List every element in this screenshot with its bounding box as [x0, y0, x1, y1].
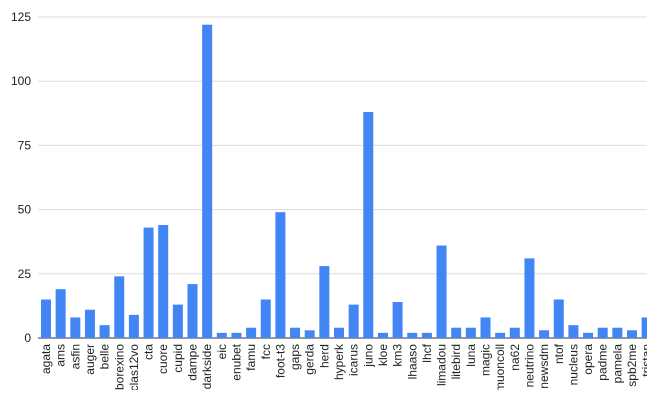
x-tick-label: darkside	[200, 344, 214, 390]
y-axis-ticks: 0 25 50 75 100 125	[11, 10, 31, 345]
bar-gaps	[290, 327, 301, 338]
bar-darkside	[202, 24, 213, 338]
x-tick-label: opera	[581, 344, 595, 375]
x-tick-label: lhcf	[420, 343, 434, 362]
bar-hyperk	[334, 327, 344, 338]
x-tick-label: spb2me	[625, 344, 639, 387]
x-tick-label: gaps	[288, 344, 302, 370]
bar-asfin	[70, 317, 81, 338]
bar-neutrino	[524, 258, 535, 338]
bar-cupid	[172, 304, 183, 338]
x-tick-label: dampe	[186, 344, 200, 381]
x-tick-label: na62	[508, 344, 522, 371]
bar-lhcf	[421, 332, 432, 338]
y-tick-label: 50	[18, 203, 32, 217]
x-tick-label: borexino	[112, 344, 126, 390]
y-tick-label: 100	[11, 74, 31, 88]
bar-auger	[84, 309, 95, 338]
x-tick-label: cta	[142, 344, 156, 360]
x-tick-label: ntof	[552, 343, 566, 364]
bar-pamela	[612, 327, 623, 338]
bar-famu	[246, 327, 257, 338]
bar-opera	[583, 332, 594, 338]
x-tick-label: tristan	[640, 344, 647, 377]
bar-tristan	[641, 317, 647, 338]
bar-gerda	[304, 330, 315, 338]
x-tick-label: luna	[464, 344, 478, 367]
bar-limadou	[436, 245, 447, 338]
bar-borexino	[114, 276, 125, 338]
x-tick-label: pamela	[610, 344, 624, 384]
y-tick-label: 75	[18, 138, 32, 152]
bar-ntof	[553, 299, 564, 338]
bar-km3	[392, 302, 403, 338]
bar-lhaaso	[407, 332, 418, 338]
grid-lines	[38, 16, 647, 339]
bar-clas12vo	[128, 314, 139, 338]
x-tick-label: limadou	[435, 344, 449, 386]
x-tick-label: clas12vo	[127, 344, 141, 390]
bar-padme	[597, 327, 608, 338]
bar-cuore	[158, 225, 169, 338]
bar-litebird	[451, 327, 462, 338]
x-tick-label: lhaaso	[405, 344, 419, 380]
x-tick-label: auger	[83, 344, 97, 375]
bar-herd	[319, 266, 330, 338]
bar-ams	[55, 289, 66, 338]
y-tick-label: 125	[11, 10, 31, 24]
x-tick-label: cupid	[171, 344, 185, 373]
x-tick-label: neutrino	[522, 344, 536, 388]
x-tick-label: nucleus	[566, 344, 580, 385]
x-tick-label: newsdm	[537, 344, 551, 389]
x-tick-label: foot-t3	[273, 344, 287, 378]
bar-foot-t3	[275, 212, 286, 338]
bar-spb2me	[627, 330, 637, 338]
bar-fcc	[260, 299, 271, 338]
x-tick-label: hyperk	[332, 343, 346, 380]
x-tick-label: asfin	[68, 344, 82, 369]
x-tick-label: icarus	[347, 344, 361, 376]
bar-dampe	[187, 284, 198, 338]
x-tick-label: famu	[244, 344, 258, 371]
x-tick-label: padme	[596, 344, 610, 381]
bar-magic	[480, 317, 491, 338]
x-tick-label: gerda	[303, 344, 317, 375]
bar-belle	[99, 325, 110, 338]
x-tick-label: litebird	[449, 344, 463, 379]
x-tick-label: eic	[215, 344, 229, 359]
x-tick-label: magic	[479, 344, 493, 376]
bar-enubet	[231, 332, 242, 338]
x-tick-label: agata	[39, 344, 53, 374]
x-tick-label: ams	[54, 344, 68, 367]
y-tick-label: 0	[24, 331, 31, 345]
bar-icarus	[348, 304, 359, 338]
x-tick-label: km3	[391, 344, 405, 367]
bars	[41, 24, 647, 339]
bar-juno	[363, 112, 374, 339]
x-tick-label: enubet	[229, 343, 243, 380]
x-tick-label: fcc	[259, 344, 273, 359]
bar-na62	[509, 327, 520, 338]
bar-eic	[216, 332, 227, 338]
x-tick-label: juno	[361, 344, 375, 368]
bar-nucleus	[568, 325, 579, 338]
bar-cta	[143, 227, 154, 338]
x-tick-label: cuore	[156, 344, 170, 374]
x-tick-label: herd	[317, 344, 331, 368]
x-tick-label: muoncoll	[493, 344, 507, 390]
bar-muoncoll	[495, 332, 506, 338]
x-axis-ticks: agata ams asfin auger belle borexino clas12vo c…	[39, 343, 647, 392]
bar-luna	[465, 327, 476, 338]
bar-newsdm	[539, 330, 550, 338]
bar-kloe	[377, 332, 388, 338]
x-tick-label: kloe	[376, 344, 390, 366]
y-tick-label: 25	[18, 267, 32, 281]
bar-agata	[41, 299, 51, 338]
x-tick-label: belle	[98, 344, 112, 370]
